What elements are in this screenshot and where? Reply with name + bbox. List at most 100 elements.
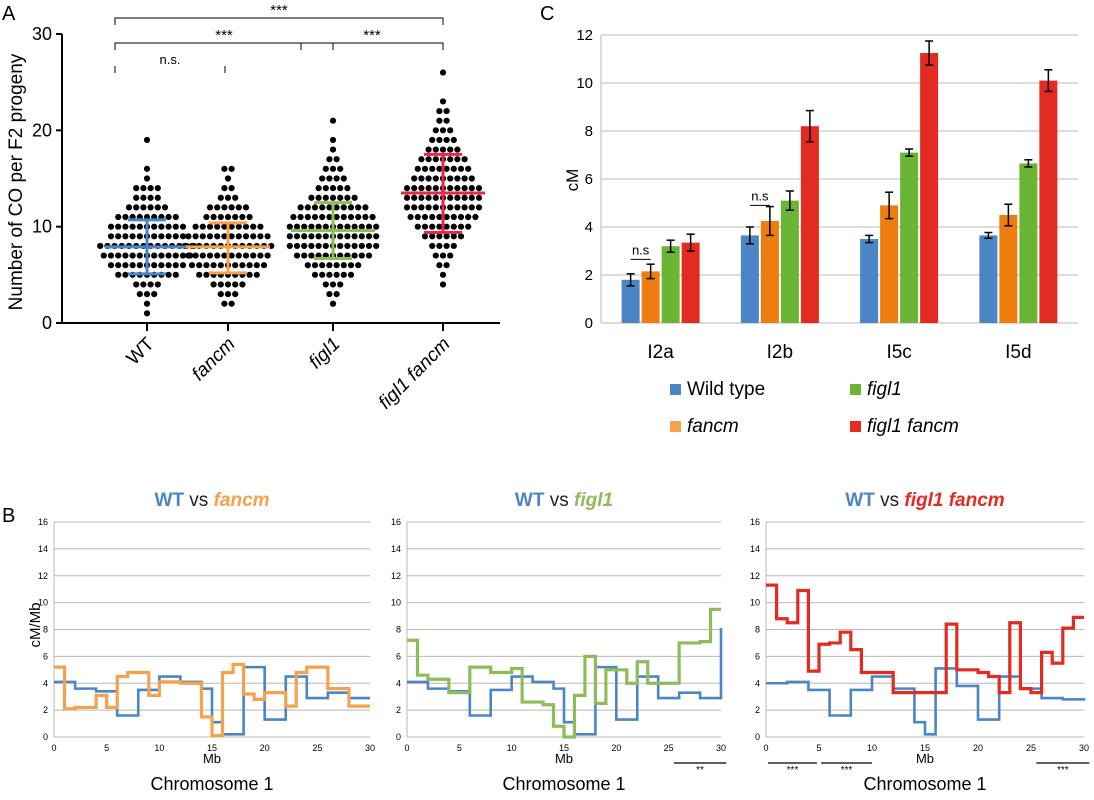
data-point (432, 127, 439, 134)
data-point (340, 271, 347, 278)
data-point (286, 242, 293, 250)
y-tick-label: 0 (585, 315, 593, 332)
data-point (443, 136, 450, 144)
data-point (140, 281, 147, 288)
data-point (206, 233, 214, 240)
y-tick-label: 14 (750, 544, 760, 554)
data-point (411, 204, 418, 211)
legend-label: fancm (687, 416, 739, 437)
series-line (766, 583, 1084, 695)
data-point (358, 233, 365, 240)
category-label: I2a (647, 342, 674, 363)
data-point (125, 204, 133, 211)
data-point (436, 242, 443, 250)
data-point (411, 175, 418, 182)
y-tick-label: 12 (38, 571, 48, 581)
data-point (436, 223, 443, 230)
y-tick-label: 6 (755, 651, 760, 661)
data-point (447, 146, 454, 153)
data-point (461, 185, 468, 192)
data-point (115, 252, 122, 259)
chromosome-label: Chromosome 1 (502, 774, 625, 794)
sig-label: *** (215, 27, 233, 44)
data-point (443, 165, 450, 172)
y-tick-label: 14 (38, 544, 48, 554)
data-point (107, 223, 115, 230)
x-tick-label: 30 (1079, 743, 1089, 753)
legend-label: figl1 (867, 379, 902, 400)
x-tick-label: 20 (260, 743, 270, 753)
y-tick-label: 4 (396, 678, 401, 688)
data-point (429, 136, 436, 144)
data-point (214, 252, 221, 259)
data-point (347, 213, 355, 221)
data-point (443, 262, 450, 269)
data-point (403, 194, 411, 201)
data-point (301, 242, 308, 250)
data-point (447, 185, 454, 192)
data-point (115, 262, 122, 269)
x-axis-label: Mb (555, 751, 573, 766)
bar (900, 152, 919, 323)
data-point (203, 271, 210, 278)
y-tick-label: 16 (391, 517, 401, 527)
bar (979, 235, 998, 323)
y-tick-label: 12 (576, 27, 593, 44)
data-point (362, 204, 369, 211)
data-point (337, 194, 344, 201)
bar (641, 271, 660, 323)
data-point (179, 223, 187, 230)
data-point (319, 213, 326, 221)
data-point (217, 194, 224, 201)
data-point (217, 291, 224, 298)
title-mutant: figl1 fancm (904, 490, 1004, 511)
data-point (429, 242, 436, 250)
data-point (185, 233, 192, 240)
data-point (315, 223, 322, 230)
data-point (461, 156, 468, 163)
subplot-title: WT vs fancm (154, 490, 269, 511)
data-point (228, 165, 235, 172)
data-point (468, 204, 475, 211)
data-point (206, 223, 214, 230)
y-tick-label: 20 (32, 120, 52, 140)
data-point (329, 165, 337, 172)
data-point (329, 136, 337, 144)
data-point (425, 194, 432, 201)
data-point (425, 146, 432, 153)
data-point (129, 252, 136, 259)
data-point (461, 175, 468, 182)
data-point (188, 262, 196, 269)
data-point (224, 291, 232, 298)
y-tick-label: 10 (576, 75, 593, 92)
data-point (221, 252, 228, 259)
x-tick-label: 5 (816, 743, 821, 753)
data-point (210, 281, 217, 288)
data-point (414, 223, 421, 230)
data-point (214, 233, 221, 240)
data-point (358, 252, 365, 259)
scatter-dots (97, 69, 483, 317)
data-point (443, 223, 450, 230)
data-point (337, 233, 344, 240)
data-point (147, 204, 154, 211)
data-point (315, 185, 322, 192)
sig-label: *** (1057, 765, 1069, 776)
data-point (210, 213, 217, 221)
data-point (224, 175, 232, 182)
title-mutant: figl1 (574, 490, 613, 511)
data-point (333, 213, 340, 221)
data-point (457, 233, 465, 240)
data-point (217, 262, 224, 269)
data-point (154, 185, 161, 192)
data-point (447, 156, 454, 163)
data-point (151, 291, 158, 298)
data-point (235, 252, 242, 259)
data-point (304, 204, 311, 211)
data-point (129, 262, 136, 269)
data-point (322, 233, 329, 240)
data-point (122, 262, 129, 269)
data-point (203, 262, 210, 269)
data-point (432, 175, 439, 182)
data-point (432, 194, 439, 201)
